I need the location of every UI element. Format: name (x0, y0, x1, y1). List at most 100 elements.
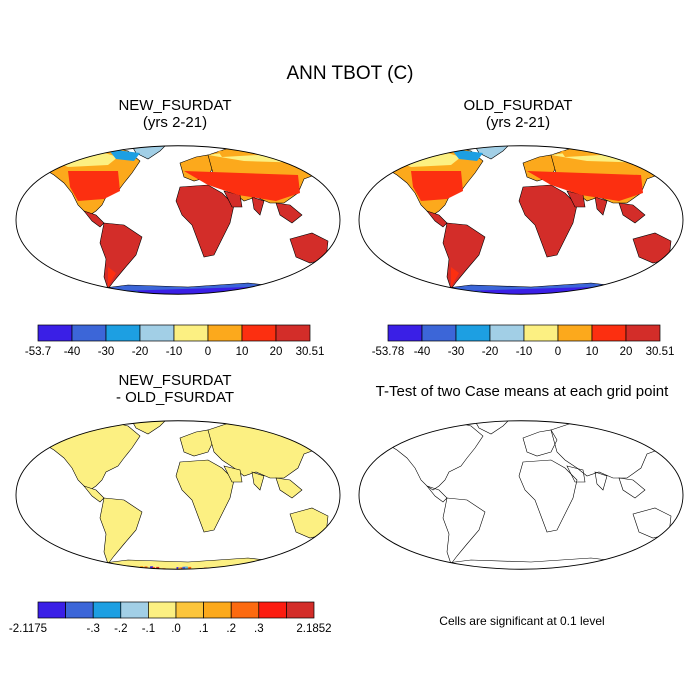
land-africa (175, 459, 235, 533)
significant-cell (449, 572, 451, 574)
diff-cell (168, 571, 171, 574)
diff-cell (185, 571, 188, 574)
diff-cell (291, 576, 294, 579)
diff-cell (220, 572, 223, 575)
significant-cell (612, 574, 614, 576)
diff-cell (234, 570, 237, 573)
colorbar-label: 20 (270, 346, 283, 358)
antarctica-difference-cells (80, 566, 295, 580)
diff-cell (155, 574, 158, 577)
diff-cell (112, 570, 115, 573)
significant-cell (440, 576, 442, 578)
land-arabia (223, 465, 243, 483)
significant-cell (469, 575, 471, 577)
significant-cell (434, 578, 436, 580)
significant-cell (600, 568, 603, 570)
diff-cell (267, 572, 270, 575)
colorbar-label: .0 (171, 623, 181, 635)
land-asia (550, 420, 674, 479)
land-europe (522, 429, 558, 457)
diff-cell (283, 572, 286, 575)
significant-cell (593, 571, 595, 573)
significant-cell (487, 577, 489, 579)
diff-cell (80, 568, 84, 570)
diff-cell (156, 566, 160, 570)
significant-cell (431, 571, 433, 573)
land-africa (518, 184, 578, 258)
diff-cell (210, 573, 213, 576)
diff-cell (196, 570, 199, 573)
significant-cell (633, 569, 635, 570)
panel-title-ttest: T-Test of two Case means at each grid po… (375, 383, 669, 400)
panel-title-new-line1: NEW_FSURDAT (118, 97, 232, 114)
significant-cell (514, 574, 516, 576)
diff-cell (98, 568, 101, 570)
diff-cell (240, 577, 243, 580)
diff-cell (176, 571, 179, 574)
significant-cell (464, 571, 466, 573)
significant-cell (554, 576, 556, 578)
significant-cell (626, 576, 628, 578)
diff-cell (175, 567, 179, 570)
significant-cell (557, 570, 559, 572)
colorbar-label: -2.1175 (9, 623, 47, 635)
significant-cell (602, 577, 604, 579)
diff-cell (120, 571, 123, 574)
diff-cell (223, 568, 227, 570)
diff-cell (215, 574, 218, 577)
diff-cell (277, 574, 280, 577)
land-india (251, 471, 265, 491)
diff-cell (242, 576, 245, 579)
diff-cell (290, 574, 293, 577)
colorbar-box (139, 324, 175, 342)
diff-cell (117, 574, 120, 577)
land-india (594, 196, 608, 216)
significant-cell (568, 575, 570, 577)
significant-cell (448, 576, 450, 578)
colorbar-label: -.3 (86, 623, 99, 635)
significant-cell (531, 577, 533, 579)
diff-cell (168, 572, 171, 575)
diff-cell (84, 575, 87, 578)
significant-cell (567, 575, 569, 577)
significant-cell (467, 573, 469, 575)
significant-cell (560, 572, 562, 574)
significant-cell (615, 575, 617, 577)
diff-cell (127, 571, 130, 574)
diff-cell (185, 571, 188, 574)
colorbar-label: -.1 (142, 623, 155, 635)
colorbar-box (489, 324, 525, 342)
diff-cell (285, 577, 288, 580)
significant-cell (424, 568, 426, 570)
diff-cell (291, 566, 295, 570)
diff-cell (248, 575, 251, 578)
temp-band-antarctica-coast (98, 291, 138, 295)
diff-cell (188, 566, 192, 570)
diff-cell (167, 574, 170, 577)
diff-cell (104, 570, 107, 573)
significant-cell (483, 414, 485, 416)
land-india (594, 471, 608, 491)
diff-cell (80, 568, 84, 570)
colorbar-box (523, 324, 559, 342)
diff-cell (234, 573, 237, 576)
significant-cell (529, 573, 531, 575)
significant-cell (621, 570, 623, 572)
panel-title-diff: NEW_FSURDAT - OLD_FSURDAT (15, 372, 335, 406)
significant-cell (548, 574, 550, 576)
diff-cell (139, 570, 142, 573)
significant-cell (484, 572, 486, 574)
significant-cell (499, 576, 501, 578)
diff-cell (270, 567, 274, 570)
diff-cell (193, 572, 196, 575)
significant-cell (629, 573, 631, 575)
map-land-layer (43, 145, 331, 295)
significant-cell (458, 568, 460, 570)
colorbar-box (387, 324, 423, 342)
diff-cell-greenland (138, 420, 148, 422)
significant-cell (520, 577, 522, 579)
diff-cell (192, 570, 195, 573)
land-south-america (442, 222, 486, 290)
diff-cell (286, 567, 290, 570)
diff-cell (106, 567, 110, 570)
